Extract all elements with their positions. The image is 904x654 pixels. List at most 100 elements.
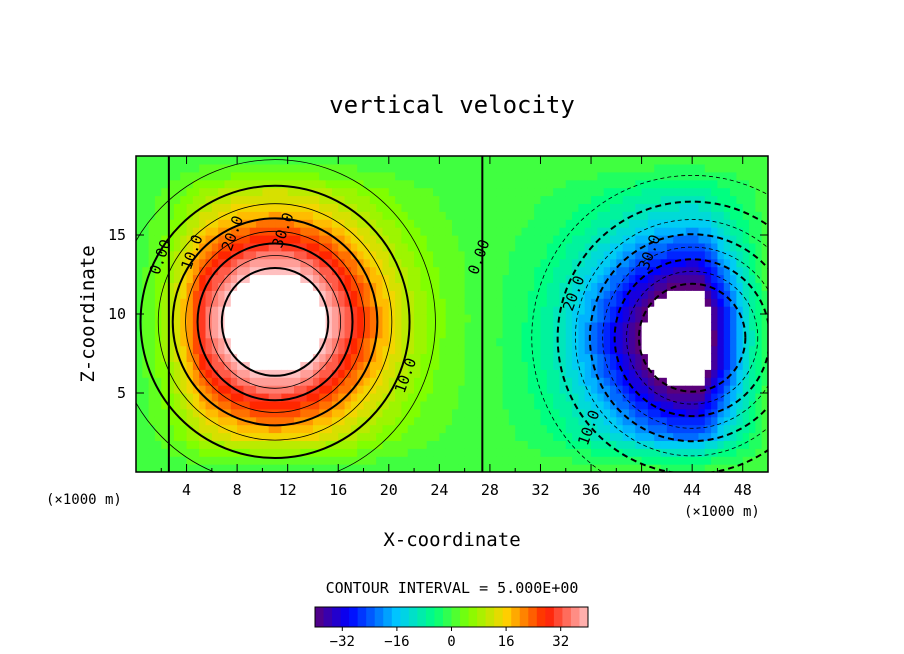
field-cell (344, 163, 352, 173)
field-cell (376, 171, 384, 181)
field-cell (136, 282, 143, 291)
field-cell (559, 448, 567, 457)
field-cell (306, 416, 314, 426)
field-cell (281, 187, 289, 197)
field-cell (426, 211, 434, 220)
field-cell (211, 298, 219, 307)
field-cell (338, 385, 346, 394)
field-cell (502, 211, 510, 220)
field-cell (211, 464, 219, 472)
field-cell (154, 377, 162, 386)
field-cell (578, 219, 586, 228)
field-cell (395, 345, 403, 355)
field-cell (249, 187, 257, 197)
field-cell (275, 203, 282, 212)
field-cell (730, 440, 737, 449)
field-cell (578, 179, 586, 189)
field-cell (470, 227, 478, 236)
field-cell (654, 227, 662, 236)
field-cell (692, 400, 700, 410)
field-cell (483, 258, 491, 268)
field-cell (306, 250, 314, 260)
field-cell (426, 345, 434, 355)
field-cell (534, 424, 542, 434)
field-cell (180, 227, 188, 236)
field-cell (230, 179, 238, 189)
field-cell (527, 250, 535, 260)
field-cell (173, 211, 181, 220)
field-cell (249, 464, 257, 472)
field-cell (464, 424, 472, 434)
field-cell (300, 187, 308, 197)
field-cell (489, 369, 497, 378)
field-cell (420, 163, 428, 173)
field-cell (136, 448, 143, 457)
field-cell (426, 424, 434, 434)
field-cell (679, 298, 687, 307)
field-cell (281, 345, 289, 355)
field-cell (433, 385, 440, 394)
field-cell (603, 337, 611, 347)
field-cell (565, 298, 573, 307)
field-cell (331, 163, 339, 173)
field-cell (616, 369, 624, 378)
field-cell (452, 321, 459, 331)
field-cell (331, 345, 339, 355)
x-unit-left: (×1000 m) (46, 492, 122, 508)
field-cell (300, 408, 308, 418)
field-cell (622, 274, 630, 283)
field-cell (452, 456, 459, 465)
field-cell (717, 385, 725, 394)
field-cell (502, 179, 510, 189)
field-cell (249, 163, 257, 173)
field-cell (565, 195, 573, 204)
field-cell (407, 424, 415, 434)
field-cell (565, 416, 573, 426)
field-cell (591, 464, 598, 472)
field-cell (711, 408, 719, 418)
field-cell (420, 464, 428, 472)
field-cell (338, 440, 346, 449)
field-cell (685, 195, 693, 204)
field-cell (224, 329, 232, 339)
field-cell (401, 163, 409, 173)
field-cell (660, 306, 668, 315)
field-cell (433, 345, 440, 355)
field-cell (749, 163, 756, 173)
field-cell (546, 290, 554, 299)
field-cell (742, 282, 750, 291)
field-cell (704, 290, 712, 299)
field-cell (742, 171, 750, 181)
field-cell (167, 337, 175, 347)
field-cell (647, 337, 655, 347)
field-cell (527, 242, 535, 252)
field-cell (489, 235, 497, 244)
field-cell (338, 290, 346, 299)
field-cell (306, 274, 314, 283)
field-cell (331, 432, 339, 441)
field-cell (262, 227, 270, 236)
field-cell (287, 250, 295, 260)
field-cell (211, 361, 219, 370)
field-cell (186, 314, 194, 323)
field-cell (616, 408, 624, 418)
field-cell (565, 163, 573, 173)
field-cell (470, 385, 478, 394)
field-cell (325, 187, 333, 197)
field-cell (148, 298, 156, 307)
field-cell (369, 464, 377, 472)
field-cell (287, 179, 295, 189)
field-cell (218, 385, 226, 394)
field-cell (755, 171, 763, 181)
field-cell (401, 456, 409, 465)
field-cell (553, 329, 561, 339)
field-cell (325, 456, 333, 465)
field-cell (256, 432, 263, 441)
field-cell (161, 227, 169, 236)
field-cell (230, 432, 238, 441)
field-cell (464, 345, 472, 355)
field-cell (489, 345, 497, 355)
field-cell (591, 440, 598, 449)
field-cell (357, 361, 365, 370)
